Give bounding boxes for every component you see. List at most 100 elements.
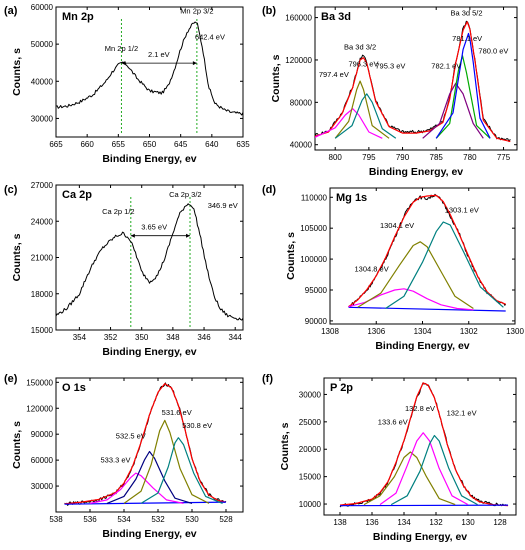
series-line-4 — [348, 288, 474, 311]
panel-title: O 1s — [62, 382, 86, 394]
x-tick-label: 532 — [151, 515, 165, 524]
series-group — [339, 382, 509, 508]
x-tick-label: 1302 — [460, 327, 478, 336]
x-tick-label: 350 — [135, 333, 149, 342]
series-line-7 — [140, 437, 223, 504]
peak-annotation: Ba 3d 5/2 — [450, 8, 482, 17]
peak-annotation: 782.1 eV — [431, 61, 461, 70]
y-tick-label: 120000 — [285, 56, 312, 65]
series-group — [64, 382, 227, 506]
series-line-1 — [64, 382, 227, 506]
panel-6: (f) P 2p 138 136 134 132 130 128 10000 15000 20000… — [262, 373, 517, 543]
series-line-5 — [379, 432, 469, 506]
y-tick-label: 10000 — [299, 500, 322, 509]
y-tick-label: 40000 — [31, 77, 54, 86]
x-tick-label: 635 — [236, 140, 250, 149]
peak-annotation: 781.1 eV — [452, 34, 482, 43]
x-tick-label: 128 — [493, 518, 507, 527]
peak-annotation: 642.4 eV — [195, 33, 225, 42]
x-tick-label: 800 — [329, 153, 343, 162]
peak-annotation: 1304.8 eV — [355, 264, 389, 273]
series-line-2 — [64, 383, 227, 505]
y-tick-label: 20000 — [299, 445, 322, 454]
peak-annotation: 346.9 eV — [208, 201, 238, 210]
series-line-4 — [334, 80, 390, 139]
y-tick-label: 18000 — [31, 290, 54, 299]
series-line-1 — [339, 382, 509, 508]
x-tick-label: 1306 — [367, 327, 385, 336]
y-tick-label: 30000 — [299, 390, 322, 399]
series-group — [56, 197, 243, 328]
panel-letter: (b) — [262, 5, 276, 17]
peak-annotation: 533.3 eV — [100, 456, 130, 465]
y-axis-label: Counts, s — [285, 232, 297, 280]
x-tick-label: 645 — [174, 140, 188, 149]
y-tick-label: 21000 — [31, 254, 54, 263]
x-tick-label: 136 — [365, 518, 379, 527]
y-tick-label: 30000 — [31, 482, 54, 491]
peak-annotation: Ca 2p 3/2 — [169, 190, 202, 199]
series-group — [348, 193, 507, 312]
series-line-2 — [339, 382, 509, 507]
panel-letter: (c) — [4, 184, 18, 196]
series-line-8 — [435, 32, 491, 139]
x-tick-label: 132 — [429, 518, 443, 527]
x-axis-label: Binding Energy, ev — [373, 531, 467, 543]
x-tick-label: 344 — [229, 333, 243, 342]
x-tick-label: 1308 — [321, 327, 339, 336]
y-tick-label: 40000 — [290, 141, 313, 150]
plot-frame — [55, 377, 244, 513]
peak-annotation: 795.3 eV — [375, 61, 405, 70]
series-line-3 — [348, 306, 506, 312]
x-tick-label: 665 — [49, 140, 63, 149]
peak-annotation: Ca 2p 1/2 — [102, 207, 135, 216]
arrow-head — [130, 233, 135, 238]
y-axis-label: Counts, s — [279, 422, 291, 470]
series-line-6 — [123, 419, 210, 504]
peak-annotation: 530.8 eV — [182, 421, 212, 430]
y-tick-label: 90000 — [31, 430, 54, 439]
peak-annotation: 796.3 eV — [348, 59, 378, 68]
y-axis-label: Counts, s — [270, 54, 282, 102]
peak-annotation: 780.0 eV — [478, 47, 508, 56]
series-line-3 — [315, 108, 383, 139]
series-line-2 — [315, 21, 511, 143]
series-line-6 — [422, 82, 484, 139]
x-tick-label: 534 — [117, 515, 131, 524]
y-tick-label: 24000 — [31, 217, 54, 226]
peak-annotation: 132.8 eV — [405, 404, 435, 413]
series-line-1 — [56, 21, 243, 116]
x-axis-label: Binding Energy, ev — [369, 166, 463, 178]
arrow-head — [192, 61, 197, 66]
panel-5: (e) O 1s 538 536 534 532 530 528 30000 60000 90000… — [4, 373, 244, 540]
panel-title: Mn 2p — [62, 11, 94, 23]
y-tick-label: 120000 — [26, 404, 53, 413]
x-tick-label: 530 — [185, 515, 199, 524]
series-line-3 — [339, 504, 509, 507]
panel-title: Mg 1s — [336, 192, 367, 204]
x-axis-label: Binding Energy, ev — [375, 340, 469, 352]
arrow-head — [186, 233, 191, 238]
series-line-5 — [106, 450, 193, 504]
x-tick-label: 354 — [73, 333, 87, 342]
peak-annotation: 133.6 eV — [378, 418, 408, 427]
panel-3: (c) Ca 2p 354 352 350 348 346 344 15000 18000 2100… — [4, 181, 244, 358]
y-tick-label: 50000 — [31, 40, 54, 49]
y-tick-label: 60000 — [31, 456, 54, 465]
peak-annotation: 2.1 eV — [148, 50, 170, 59]
panel-2: (b) Ba 3d 800 795 790 785 780 775 40000 80000 1200… — [262, 5, 518, 178]
series-group — [56, 19, 243, 135]
peak-annotation: 797.4 eV — [319, 70, 349, 79]
series-line-5 — [334, 93, 397, 139]
x-tick-label: 780 — [463, 153, 477, 162]
x-axis-label: Binding Energy, ev — [102, 346, 196, 358]
y-tick-label: 110000 — [301, 193, 328, 202]
panel-letter: (a) — [4, 5, 18, 17]
panel-letter: (f) — [262, 373, 273, 385]
y-tick-label: 100000 — [300, 255, 327, 264]
panel-letter: (e) — [4, 373, 18, 385]
series-line-1 — [56, 203, 243, 321]
series-line-2 — [348, 194, 506, 308]
series-line-6 — [390, 434, 478, 506]
peak-annotation: 132.1 eV — [447, 408, 477, 417]
